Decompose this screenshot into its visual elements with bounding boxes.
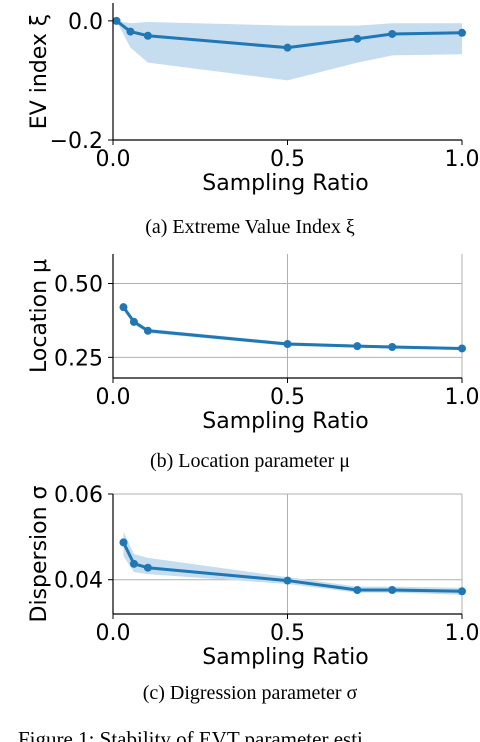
- data-point-c-2: [143, 563, 152, 572]
- data-point-b-0: [119, 303, 128, 312]
- data-point-b-5: [388, 343, 397, 351]
- y-tick-label-b-1: 0.50: [54, 273, 103, 298]
- y-axis-label-a: EV index ξ: [27, 14, 52, 129]
- x-tick-label-c-2: 1.0: [445, 621, 480, 646]
- data-point-c-1: [129, 559, 138, 568]
- data-point-b-4: [353, 342, 362, 351]
- data-point-c-0: [119, 538, 128, 547]
- panel-c: 0.0 0.5 1.0 0.04 0.06 Sampling Ratio Dispersio…: [27, 483, 480, 670]
- caption-b: (b) Location parameter μ: [150, 450, 350, 472]
- data-point-b-3: [283, 340, 292, 349]
- data-point-a-0: [112, 16, 121, 25]
- y-tick-label-b-0: 0.25: [54, 346, 103, 371]
- y-tick-label-a-1: 0.0: [68, 10, 103, 35]
- x-tick-label-b-1: 0.5: [270, 385, 305, 410]
- caption-c: (c) Digression parameter σ: [143, 682, 358, 704]
- y-tick-label-c-0: 0.04: [54, 569, 103, 594]
- x-tick-label-a-1: 0.5: [270, 147, 305, 172]
- data-point-c-5: [388, 586, 397, 594]
- data-point-b-1: [129, 317, 138, 326]
- x-tick-label-b-0: 0.0: [96, 385, 131, 410]
- data-point-a-5: [388, 29, 397, 38]
- data-point-c-6: [458, 587, 466, 596]
- caption-a: (a) Extreme Value Index ξ: [145, 216, 355, 238]
- confidence-band-c: [123, 531, 462, 595]
- y-tick-label-a-0: −0.2: [50, 129, 103, 154]
- data-point-a-2: [143, 31, 152, 40]
- x-axis-label-b: Sampling Ratio: [202, 409, 368, 434]
- data-point-c-3: [283, 576, 292, 585]
- x-axis-label-a: Sampling Ratio: [202, 171, 368, 196]
- data-point-a-3: [283, 43, 292, 52]
- x-axis-label-c: Sampling Ratio: [202, 645, 368, 670]
- y-axis-label-b: Location μ: [27, 259, 52, 373]
- x-tick-label-a-2: 1.0: [445, 147, 480, 172]
- data-point-a-4: [353, 34, 362, 43]
- data-point-a-1: [126, 27, 135, 36]
- y-tick-label-c-1: 0.06: [54, 483, 103, 508]
- y-axis-label-c: Dispersion σ: [27, 485, 52, 622]
- data-point-c-4: [353, 586, 362, 594]
- data-point-b-6: [458, 344, 466, 353]
- figure-caption: Figure 1: Stability of EVT parameter est…: [18, 727, 363, 742]
- x-tick-label-b-2: 1.0: [445, 385, 480, 410]
- x-tick-label-c-1: 0.5: [270, 621, 305, 646]
- data-point-b-2: [143, 326, 152, 335]
- x-tick-label-c-0: 0.0: [96, 621, 131, 646]
- data-point-a-6: [458, 28, 466, 37]
- panel-b: 0.0 0.5 1.0 0.25 0.50 Sampling Ratio Location …: [27, 254, 480, 434]
- x-tick-label-a-0: 0.0: [96, 147, 131, 172]
- series-line-b: [122, 306, 463, 350]
